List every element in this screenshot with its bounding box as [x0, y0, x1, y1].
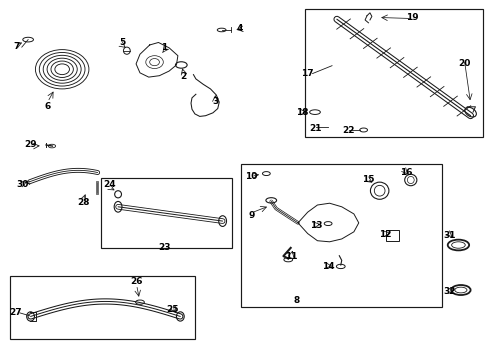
Text: 2: 2 [180, 72, 186, 81]
Text: 1: 1 [161, 43, 167, 52]
Polygon shape [136, 42, 178, 77]
Text: 12: 12 [379, 230, 391, 239]
Text: 15: 15 [362, 175, 374, 184]
Text: 29: 29 [24, 140, 37, 149]
Bar [10, 276, 195, 339]
Text: 8: 8 [293, 296, 300, 305]
Bar [101, 178, 232, 248]
Text: 30: 30 [17, 180, 29, 189]
Text: 11: 11 [285, 252, 297, 261]
Text: 5: 5 [119, 38, 125, 47]
Text: 6: 6 [44, 102, 51, 111]
Text: 24: 24 [103, 180, 115, 189]
Text: 17: 17 [301, 69, 313, 78]
Polygon shape [297, 203, 358, 242]
Text: 3: 3 [212, 97, 218, 106]
Text: 14: 14 [321, 262, 334, 271]
Text: 18: 18 [295, 108, 307, 117]
Text: 9: 9 [247, 211, 254, 220]
Text: 32: 32 [443, 287, 455, 296]
Text: 7: 7 [14, 41, 20, 50]
Text: 25: 25 [166, 305, 179, 314]
Bar [386, 230, 398, 241]
Text: 10: 10 [244, 172, 257, 181]
Text: 27: 27 [10, 309, 22, 318]
Text: 22: 22 [342, 126, 354, 135]
Text: 23: 23 [158, 243, 170, 252]
Text: 21: 21 [309, 124, 322, 133]
Text: 20: 20 [457, 59, 469, 68]
Text: 16: 16 [399, 168, 411, 177]
Text: 4: 4 [236, 24, 243, 33]
Text: 31: 31 [443, 231, 455, 240]
Text: 28: 28 [77, 198, 89, 207]
Text: 26: 26 [130, 277, 142, 286]
Text: 13: 13 [309, 221, 322, 230]
Text: 19: 19 [405, 13, 418, 22]
Bar [240, 164, 442, 307]
Bar [305, 9, 482, 137]
